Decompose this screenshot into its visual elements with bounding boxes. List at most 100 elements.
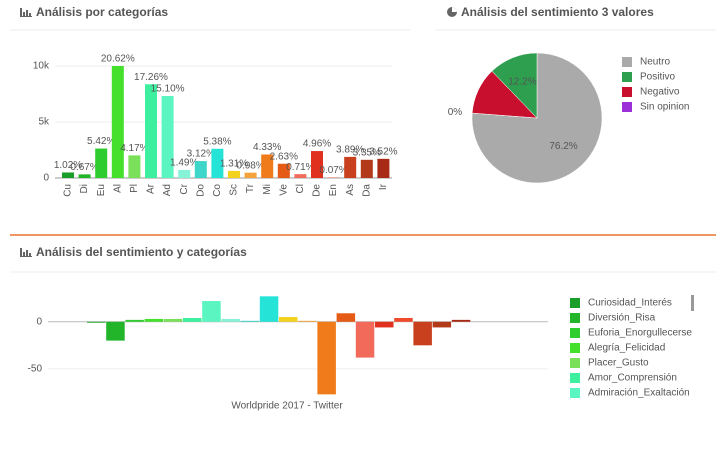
bar (62, 172, 74, 178)
value-label: 76.2% (549, 141, 577, 152)
bar (279, 317, 298, 322)
bar (106, 321, 125, 341)
legend-scrollbar[interactable] (691, 295, 694, 311)
chart-title: Análisis del sentimiento 3 valores (461, 5, 654, 19)
bar (228, 170, 240, 178)
legend-label: Alegría_Felicidad (588, 343, 665, 354)
x-tick-label: Ve (278, 184, 289, 196)
x-tick-label: Cr (179, 183, 190, 194)
bar (95, 148, 108, 178)
value-label: 0.07% (319, 165, 347, 176)
y-tick-label: 0 (43, 173, 49, 184)
legend-label: Sin opinion (640, 102, 689, 113)
bar (355, 321, 375, 358)
value-label: 0.98% (236, 160, 264, 171)
legend-label: Placer_Gusto (588, 358, 649, 369)
legend-swatch (622, 57, 632, 67)
value-label: 0% (448, 107, 463, 118)
bar (413, 321, 432, 346)
x-tick-label: Cl (295, 184, 306, 193)
pie-icon (447, 7, 457, 17)
value-label: 0.67% (70, 162, 98, 173)
y-tick-label: 5k (38, 117, 50, 128)
bar (311, 151, 323, 178)
bar (202, 301, 221, 322)
legend-swatch (622, 72, 632, 82)
x-tick-label: En (328, 184, 339, 196)
pie-slice (471, 52, 603, 184)
bar (244, 172, 257, 178)
bar (178, 169, 191, 178)
bar (144, 318, 164, 322)
x-tick-label: Do (195, 184, 206, 197)
bar (317, 321, 336, 395)
value-label: 17.26% (134, 72, 168, 83)
x-tick-label: Worldpride 2017 - Twitter (231, 401, 343, 412)
legend-swatch (570, 388, 580, 398)
value-label: 4.17% (120, 143, 148, 154)
legend-label: Diversión_Risa (588, 313, 656, 324)
value-label: 4.33% (253, 142, 281, 153)
x-tick-label: Co (212, 184, 223, 197)
bar (336, 313, 356, 322)
value-label: 2.63% (270, 151, 298, 162)
bar (394, 317, 413, 322)
bar-icon (20, 8, 32, 17)
y-tick-label: -50 (28, 364, 43, 375)
x-tick-label: Tr (245, 183, 256, 193)
bar (277, 163, 290, 178)
bar (377, 158, 390, 178)
legend-swatch (622, 102, 632, 112)
bar (211, 148, 224, 178)
bar (240, 320, 260, 322)
bar (145, 84, 157, 178)
value-label: 1.31% (220, 159, 248, 170)
pie-slice (491, 52, 538, 119)
value-label: 3.89% (336, 145, 364, 156)
legend-label: Neutro (640, 57, 670, 68)
x-tick-label: As (345, 184, 356, 196)
value-label: 15.10% (151, 84, 185, 95)
legend-swatch (570, 373, 580, 383)
legend-label: Euforia_Enorgullecerse (588, 328, 692, 339)
bar (183, 317, 202, 322)
value-label: 20.62% (101, 54, 135, 65)
value-label: 1.49% (170, 158, 198, 169)
legend-swatch (570, 313, 580, 323)
x-tick-label: Sc (229, 184, 240, 196)
x-tick-label: Ad (162, 184, 173, 196)
bar (261, 154, 274, 178)
value-label: 0.71% (286, 162, 314, 173)
bar (87, 321, 106, 323)
legend-swatch (570, 298, 580, 308)
x-tick-label: Di (79, 184, 90, 193)
bar (221, 318, 240, 322)
x-tick-label: Al (112, 184, 123, 193)
x-tick-label: De (312, 184, 323, 197)
value-label: 3.12% (187, 149, 215, 160)
bar (194, 161, 207, 178)
bar (344, 156, 357, 178)
legend-swatch (622, 87, 632, 97)
value-label: 3.35% (353, 147, 381, 158)
bar (163, 318, 183, 322)
x-tick-label: Ar (146, 183, 157, 194)
x-tick-label: Cu (63, 184, 74, 197)
bar (161, 96, 174, 178)
value-label: 5.42% (87, 136, 115, 147)
chart-title: Análisis del sentimiento y categorías (36, 245, 247, 259)
bar (78, 174, 91, 178)
bar (111, 66, 124, 178)
bar (294, 174, 307, 178)
value-label: 1.02% (54, 160, 82, 171)
bar (125, 319, 144, 322)
chart-title: Análisis por categorías (36, 5, 168, 19)
bar (360, 159, 373, 178)
y-tick-label: 10k (33, 61, 50, 72)
legend-label: Positivo (640, 72, 675, 83)
legend-swatch (570, 328, 580, 338)
legend-label: Amor_Comprensión (588, 373, 677, 384)
value-label: 3.52% (369, 146, 397, 157)
legend-swatch (570, 343, 580, 353)
